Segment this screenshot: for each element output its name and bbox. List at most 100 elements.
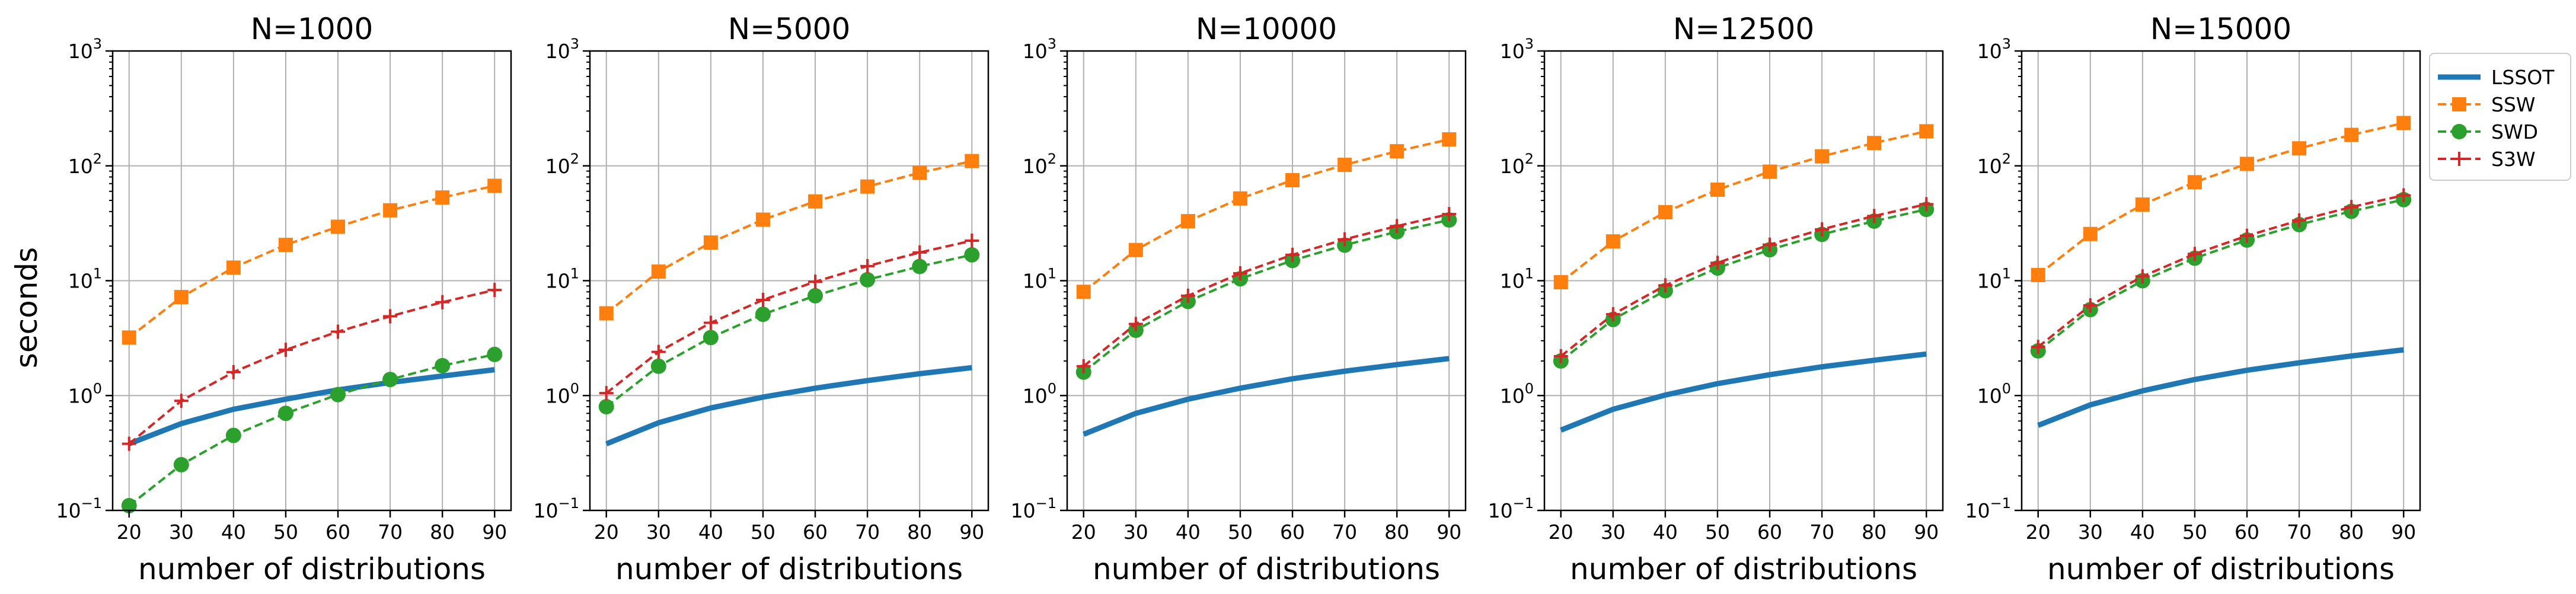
series-line-swd [2037, 198, 2404, 352]
series-line-ssw [605, 159, 972, 315]
data-point-s3w [1815, 222, 1830, 237]
x-tick-label: 50 [1228, 520, 1253, 544]
x-tick-label: 40 [221, 520, 246, 544]
data-point-ssw [2344, 127, 2359, 142]
x-tick-label: 70 [1809, 520, 1834, 544]
x-axis-label: number of distributions [615, 552, 963, 586]
data-point-s3w [703, 315, 718, 330]
legend-entry-swd: SWD [2438, 120, 2538, 143]
data-point-ssw [2292, 141, 2307, 156]
data-point-ssw [1390, 144, 1404, 159]
x-tick-label: 40 [1176, 520, 1201, 544]
data-point-s3w [1919, 197, 1934, 212]
legend-marker [2451, 124, 2467, 139]
subplot-n-15000: 20 30 40 50 60 70 80 90 10−1 100 101 102 103 N=15000 n… [1965, 12, 2421, 586]
y-tick-label: 103 [1500, 36, 1534, 63]
x-tick-label: 90 [482, 520, 507, 544]
data-point-s3w [1390, 219, 1404, 234]
data-point-ssw [1553, 275, 1568, 290]
x-tick-label: 70 [2287, 520, 2312, 544]
data-point-ssw [651, 264, 666, 279]
series-lssot [1083, 356, 1450, 437]
data-point-ssw [1763, 164, 1777, 179]
x-tick-label: 90 [959, 520, 984, 544]
data-point-ssw [1919, 124, 1934, 139]
y-tick-label: 103 [1977, 36, 2011, 63]
data-point-ssw [174, 290, 189, 305]
x-axis-label: number of distributions [2047, 552, 2395, 586]
x-tick-label: 20 [594, 520, 619, 544]
y-tick-label: 10−1 [534, 495, 579, 522]
data-point-s3w [1658, 278, 1672, 293]
y-tick-label: 10−1 [1965, 495, 2011, 522]
y-tick-label: 102 [1500, 151, 1534, 178]
data-point-s3w [860, 258, 875, 273]
data-point-ssw [755, 212, 770, 227]
data-point-s3w [1285, 247, 1300, 262]
data-point-ssw [487, 178, 502, 193]
y-tick-label: 101 [1023, 266, 1056, 293]
data-point-ssw [1658, 205, 1672, 219]
x-axis-label: number of distributions [1093, 552, 1440, 586]
x-tick-label: 90 [1914, 520, 1939, 544]
data-point-s3w [1128, 317, 1143, 331]
series-line-lssot [1083, 356, 1450, 437]
y-tick-label: 10−1 [1488, 495, 1534, 522]
x-tick-label: 60 [2235, 520, 2259, 544]
data-point-s3w [808, 274, 823, 289]
data-point-swd [173, 456, 189, 472]
y-tick-label: 10−1 [1011, 495, 1056, 522]
subplot-title: N=5000 [728, 12, 851, 46]
series-line-swd [128, 353, 495, 507]
data-point-ssw [2083, 226, 2098, 241]
x-tick-label: 50 [1705, 520, 1730, 544]
data-point-swd [650, 358, 666, 374]
data-point-s3w [278, 343, 293, 357]
subplot-title: N=10000 [1196, 12, 1337, 46]
data-point-ssw [331, 219, 346, 234]
data-point-ssw [2031, 267, 2045, 282]
data-point-s3w [599, 386, 614, 401]
data-point-s3w [2135, 269, 2150, 284]
y-tick-label: 103 [545, 36, 579, 63]
data-point-ssw [1285, 173, 1300, 187]
data-point-s3w [435, 295, 450, 309]
data-point-s3w [2292, 213, 2307, 228]
series-line-s3w [1560, 203, 1927, 357]
series-lssot [1560, 351, 1927, 433]
series-swd [1553, 202, 1935, 369]
data-point-ssw [808, 194, 823, 209]
data-point-swd [912, 258, 928, 274]
subplot-n-5000: 20 30 40 50 60 70 80 90 10−1 100 101 102 103 N=5000 nu… [534, 12, 989, 586]
data-point-swd [860, 272, 876, 288]
series-ssw [122, 178, 502, 345]
x-axis-label: number of distributions [1570, 552, 1917, 586]
series-s3w [1076, 207, 1457, 373]
data-point-s3w [1867, 209, 1882, 223]
series-s3w [599, 234, 979, 401]
x-tick-label: 20 [2026, 520, 2051, 544]
series-ssw [2031, 116, 2411, 282]
series-line-ssw [2037, 122, 2404, 276]
data-point-ssw [1815, 149, 1830, 164]
series-line-s3w [128, 289, 495, 445]
series-swd [121, 346, 503, 513]
legend-entry-lssot: LSSOT [2438, 66, 2555, 89]
data-point-ssw [122, 330, 136, 345]
x-tick-label: 70 [855, 520, 880, 544]
data-point-swd [225, 427, 241, 443]
series-line-s3w [1083, 213, 1450, 368]
data-point-s3w [487, 283, 502, 298]
series-ssw [1553, 124, 1934, 290]
data-point-s3w [2344, 200, 2359, 215]
x-tick-label: 30 [2078, 520, 2103, 544]
data-point-ssw [383, 203, 398, 218]
data-point-swd [703, 330, 719, 346]
data-point-ssw [1233, 191, 1247, 206]
y-tick-label: 100 [1023, 380, 1056, 407]
legend-box [2429, 53, 2571, 181]
data-point-s3w [912, 245, 927, 260]
series-line-lssot [2037, 347, 2404, 428]
